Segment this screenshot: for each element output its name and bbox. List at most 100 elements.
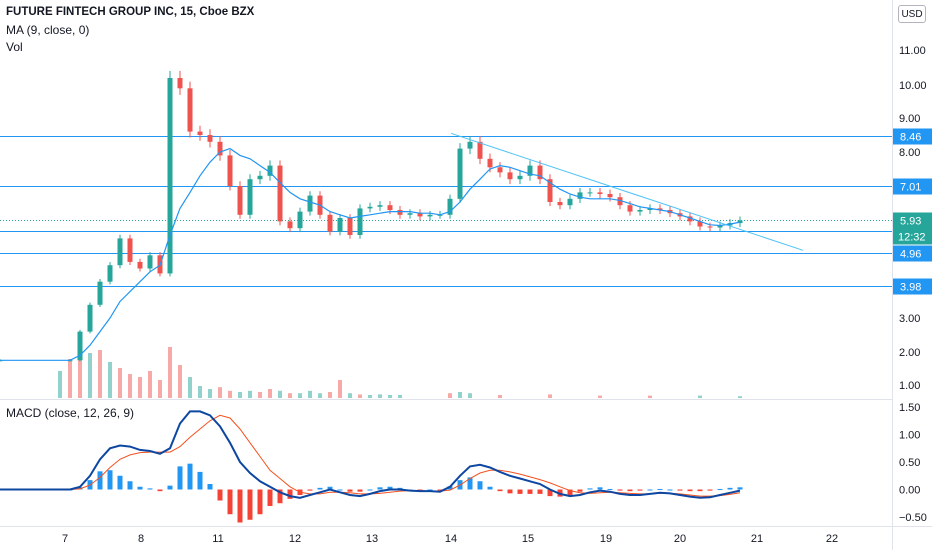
macd-histogram-bar xyxy=(377,487,383,490)
macd-histogram-bar xyxy=(607,488,613,490)
candle-body xyxy=(337,218,343,232)
macd-histogram-bar xyxy=(657,488,663,490)
macd-histogram-bar xyxy=(587,488,593,490)
macd-histogram-bar xyxy=(417,489,423,491)
symbol-title[interactable]: FUTURE FINTECH GROUP INC, 15, Cboe BZX xyxy=(6,6,255,18)
macd-histogram-bar xyxy=(137,486,143,490)
candle-body xyxy=(427,214,433,217)
volume-bar xyxy=(168,347,172,398)
trend-line-segment[interactable] xyxy=(450,132,804,251)
time-axis[interactable]: 7 8 11 12 13 14 15 19 20 21 22 xyxy=(62,533,838,545)
macd-histogram-bar xyxy=(547,489,553,497)
macd-histogram-bar xyxy=(597,487,603,490)
time-tick-label: 15 xyxy=(522,533,534,545)
volume-bar xyxy=(258,392,262,398)
macd-histogram-bar xyxy=(467,477,473,490)
candle-body xyxy=(587,192,593,194)
candle-body xyxy=(87,304,93,332)
time-tick-label: 7 xyxy=(62,533,68,545)
macd-histogram-bar xyxy=(577,489,583,492)
horizontal-level-badge xyxy=(893,128,932,145)
candle-body xyxy=(637,210,643,212)
macd-histogram-bar xyxy=(427,489,433,491)
candle-body xyxy=(107,265,113,282)
volume-bar xyxy=(198,386,202,398)
candle-body xyxy=(377,205,383,207)
macd-histogram-bar xyxy=(227,489,233,515)
candle-body xyxy=(177,78,183,89)
volume-bar xyxy=(548,394,552,398)
macd-tick-label: 0.50 xyxy=(899,457,920,469)
candle-body xyxy=(97,281,103,305)
volume-bar xyxy=(158,380,162,398)
price-tick-label: 11.00 xyxy=(899,45,926,57)
macd-histogram-bar xyxy=(157,489,163,492)
volume-bar xyxy=(648,395,652,398)
volume-bar xyxy=(148,371,152,398)
candle-body xyxy=(717,225,723,228)
volume-bar xyxy=(498,395,502,398)
candle-body xyxy=(547,179,553,202)
candle-body xyxy=(457,148,463,199)
macd-histogram-bar xyxy=(477,481,483,490)
volume-bar xyxy=(268,389,272,398)
candle-body xyxy=(217,141,223,156)
candle-body xyxy=(617,197,623,206)
volume-bar xyxy=(318,393,322,398)
macd-histogram-bar xyxy=(217,489,223,501)
horizontal-levels xyxy=(0,136,892,287)
candle-body xyxy=(117,238,123,266)
time-tick-label: 13 xyxy=(366,533,378,545)
ma-legend[interactable]: MA (9, close, 0) xyxy=(6,23,90,37)
candlestick-series xyxy=(0,70,743,362)
macd-histogram-bar xyxy=(347,489,353,492)
candle-body xyxy=(77,331,83,361)
volume-bar xyxy=(398,395,402,398)
macd-axis[interactable]: 1.50 1.00 0.50 0.00 −0.50 xyxy=(899,402,927,524)
trend-line[interactable] xyxy=(450,132,804,251)
candle-body xyxy=(647,208,653,210)
volume-bar xyxy=(228,390,232,398)
candle-body xyxy=(247,179,253,215)
candle-body xyxy=(407,213,413,215)
candle-body xyxy=(657,208,663,210)
volume-bar xyxy=(598,395,602,398)
volume-legend[interactable]: Vol xyxy=(6,40,23,54)
candle-body xyxy=(347,218,353,235)
volume-bar xyxy=(138,377,142,398)
volume-bar xyxy=(128,374,132,398)
volume-bar xyxy=(218,387,222,398)
candle-body xyxy=(697,221,703,227)
volume-bar xyxy=(378,394,382,398)
candle-body xyxy=(187,88,193,132)
volume-bar xyxy=(308,390,312,398)
candle-body xyxy=(517,175,523,180)
candle-body xyxy=(227,155,233,186)
time-tick-label: 22 xyxy=(826,533,838,545)
macd-legend[interactable]: MACD (close, 12, 26, 9) xyxy=(6,406,135,420)
ma-line xyxy=(0,147,741,361)
candle-body xyxy=(277,165,283,222)
volume-bar xyxy=(98,350,102,398)
candle-body xyxy=(417,213,423,217)
candle-body xyxy=(167,78,173,274)
price-tick-label: 2.00 xyxy=(899,347,920,359)
candle-body xyxy=(297,211,303,229)
macd-histogram-bar xyxy=(637,489,643,491)
macd-histogram-bar xyxy=(707,489,713,491)
macd-histogram-bar xyxy=(337,489,343,491)
macd-line xyxy=(0,410,741,499)
volume-bar xyxy=(388,395,392,398)
macd-histogram-bar xyxy=(207,484,213,490)
price-tick-label: 3.00 xyxy=(899,313,920,325)
macd-histogram-bar xyxy=(167,485,173,490)
horizontal-level-badge xyxy=(893,278,932,295)
currency-button[interactable]: USD xyxy=(898,5,926,23)
volume-bar xyxy=(448,393,452,398)
macd-histogram-bar xyxy=(517,489,523,494)
time-tick-label: 21 xyxy=(751,533,763,545)
volume-bar xyxy=(88,353,92,398)
time-tick-label: 20 xyxy=(674,533,686,545)
macd-tick-label: 1.50 xyxy=(899,402,920,414)
